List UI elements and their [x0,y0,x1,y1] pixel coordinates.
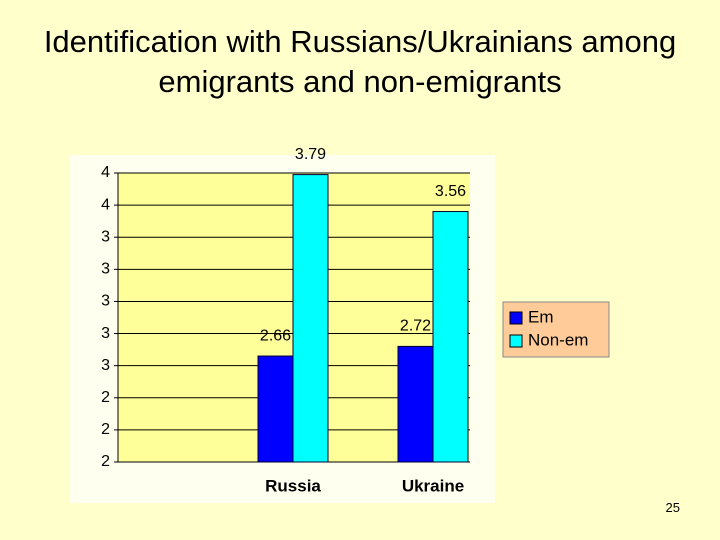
x-tick-label: Ukraine [402,476,464,495]
x-tick-label: Russia [265,476,321,495]
data-label: 3.56 [435,183,466,200]
y-tick-label: 3 [101,325,110,342]
legend-label: Non-em [528,330,588,349]
bar [397,345,434,463]
bar [257,355,294,463]
legend-swatch [509,311,523,325]
y-tick-label: 3 [101,357,110,374]
bar [432,211,469,463]
y-tick-label: 2 [101,453,110,470]
data-label: 2.66 [260,327,291,344]
y-tick-label: 3 [101,293,110,310]
data-label: 2.72 [400,318,431,335]
y-tick-label: 4 [101,196,110,213]
slide-number: 25 [665,500,680,515]
y-tick-label: 2 [101,421,110,438]
legend-label: Em [528,307,554,326]
y-tick-label: 4 [101,164,110,181]
bar [292,174,329,463]
y-tick-label: 3 [101,228,110,245]
data-label: 3.79 [295,146,326,163]
y-tick-label: 2 [101,389,110,406]
y-tick-label: 3 [101,261,110,278]
legend-swatch [509,334,523,348]
legend-box [502,301,610,358]
slide-title: Identification with Russians/Ukrainians … [43,24,677,99]
